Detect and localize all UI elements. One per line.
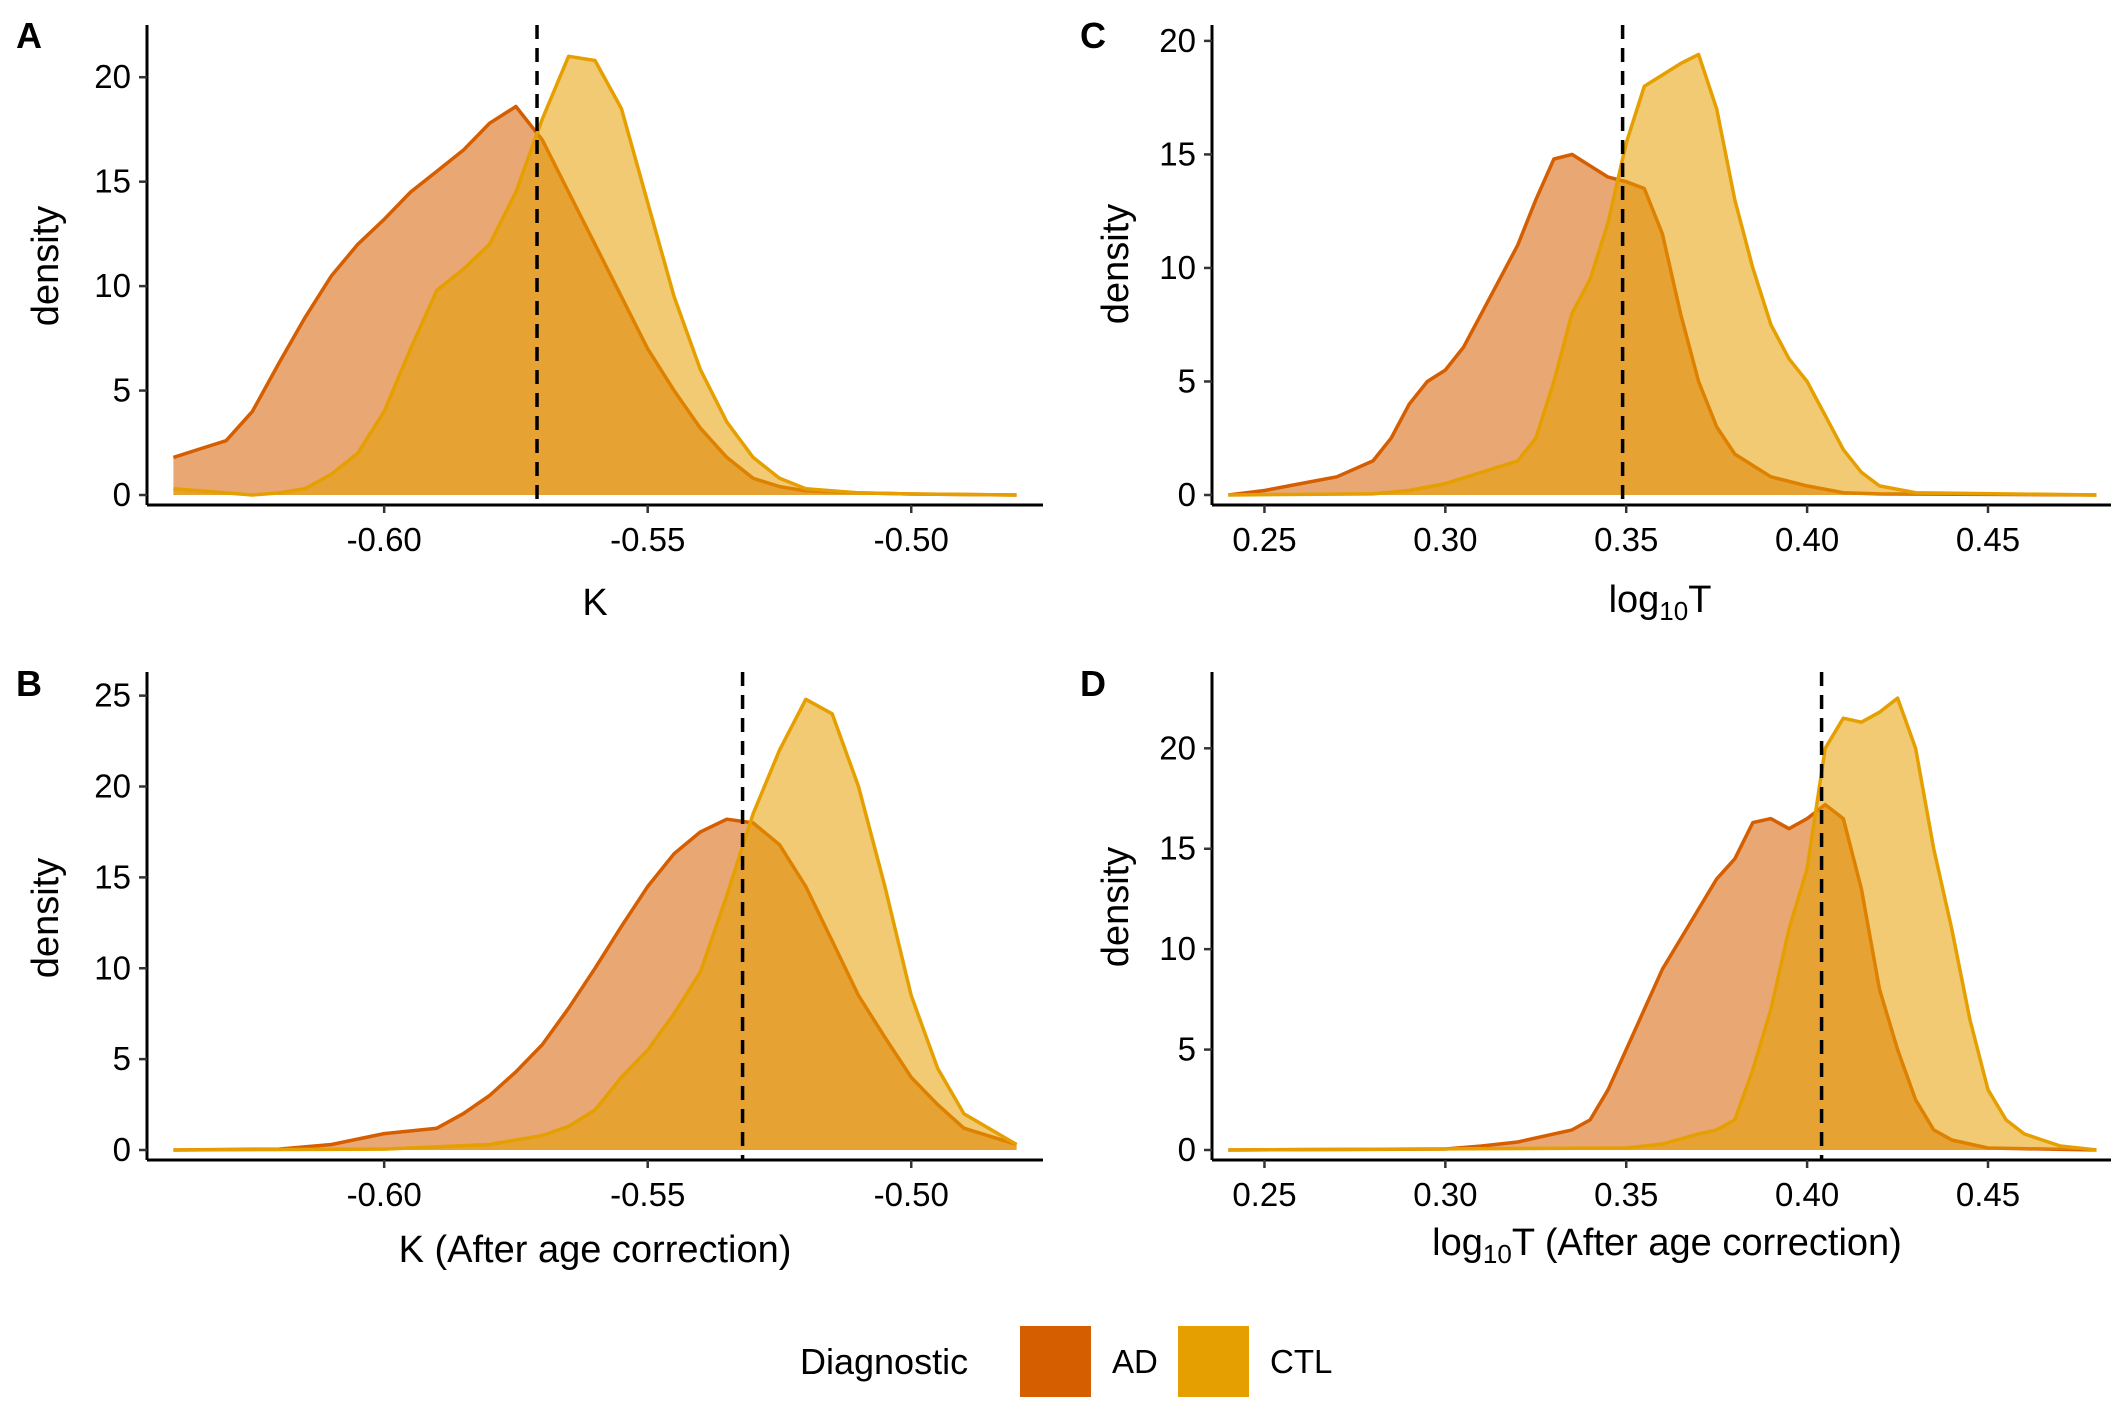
panel-d-y-tick-label: 0 (1178, 1131, 1196, 1168)
panel-d-letter: D (1080, 663, 1106, 704)
panel-c-y-axis-title: density (1095, 204, 1137, 324)
panel-c-x-tick-label: 0.45 (1956, 521, 2020, 558)
log-base-subscript: 10 (1483, 1239, 1512, 1269)
panel-a-y-axis-title: density (25, 206, 67, 326)
log-variable: T (1688, 579, 1711, 621)
panel-c-density-ctl-area (1228, 54, 2097, 495)
panel-a: A 0 5 10 15 20 -0.60 -0.55 -0.50 K density (16, 15, 1043, 624)
panel-b-y-tick-label: 15 (94, 858, 131, 895)
log-label: log (1609, 579, 1660, 621)
panel-d-y-tick-label: 20 (1159, 729, 1196, 766)
panel-d-x-tick-label: 0.45 (1956, 1176, 2020, 1213)
log-base-subscript: 10 (1659, 596, 1688, 626)
panel-a-x-tick-label: -0.60 (347, 521, 422, 558)
panel-d-density-ctl-area (1228, 698, 2097, 1150)
panel-d-density-ctl-line (1228, 696, 2097, 1152)
panel-b: B 0 5 10 15 20 25 -0.60 -0.55 -0.50 K (After age… (16, 663, 1043, 1271)
panel-c-x-axis-title: log10T (1609, 579, 1712, 626)
panel-b-density-ctl-area (173, 699, 1017, 1150)
panel-c-y-tick-label: 0 (1178, 476, 1196, 513)
panel-c-x-tick-label: 0.25 (1232, 521, 1296, 558)
panel-a-x-tick-label: -0.55 (610, 521, 685, 558)
panel-d-x-tick-label: 0.40 (1775, 1176, 1839, 1213)
panel-a-density-ctl-line (173, 54, 1017, 497)
panel-d-x-tick-label: 0.25 (1232, 1176, 1296, 1213)
panel-a-x-axis-title: K (582, 582, 607, 624)
panel-b-x-axis-title: K (After age correction) (399, 1229, 792, 1271)
legend: Diagnostic AD CTL (800, 1326, 1332, 1397)
legend-swatch-ctl (1178, 1326, 1249, 1397)
panel-c-x-tick-label: 0.40 (1775, 521, 1839, 558)
panel-a-y-tick-label: 5 (113, 372, 131, 409)
panel-d-x-axis-title: log10T (After age correction) (1432, 1222, 1902, 1269)
panel-b-y-tick-label: 5 (113, 1040, 131, 1077)
panel-c-y-tick-label: 15 (1159, 135, 1196, 172)
panel-c-y-tick-label: 10 (1159, 249, 1196, 286)
panel-a-y-tick-label: 0 (113, 476, 131, 513)
panel-d-x-tick-label: 0.30 (1413, 1176, 1477, 1213)
legend-swatch-ad (1020, 1326, 1091, 1397)
panel-d-y-axis-title: density (1095, 847, 1137, 967)
panel-a-letter: A (16, 15, 42, 56)
panel-c-x-tick-label: 0.35 (1594, 521, 1658, 558)
panel-d-y-tick-label: 15 (1159, 830, 1196, 867)
panel-a-y-tick-label: 20 (94, 58, 131, 95)
panel-a-density-ctl-area (173, 56, 1017, 496)
panel-b-y-tick-label: 0 (113, 1131, 131, 1168)
panel-b-y-tick-label: 10 (94, 949, 131, 986)
log-variable-after-correction: T (After age correction) (1512, 1222, 1902, 1264)
panel-b-x-tick-label: -0.60 (347, 1176, 422, 1213)
panel-b-x-tick-label: -0.55 (610, 1176, 685, 1213)
panel-c-x-tick-label: 0.30 (1413, 521, 1477, 558)
panel-c-y-tick-label: 20 (1159, 22, 1196, 59)
legend-title: Diagnostic (800, 1341, 968, 1382)
panel-b-y-axis-title: density (25, 858, 67, 978)
panel-d-y-tick-label: 10 (1159, 930, 1196, 967)
panel-b-y-tick-label: 20 (94, 768, 131, 805)
panel-d-y-tick-label: 5 (1178, 1031, 1196, 1068)
panel-b-density-ctl-line (173, 697, 1018, 1152)
panel-a-y-tick-label: 15 (94, 163, 131, 200)
panel-b-letter: B (16, 663, 42, 704)
legend-label-ad: AD (1112, 1343, 1158, 1380)
panel-c-letter: C (1080, 15, 1106, 56)
panel-b-y-tick-label: 25 (94, 677, 131, 714)
panel-a-y-tick-label: 10 (94, 267, 131, 304)
panel-c-density-ctl-line (1228, 52, 2097, 497)
panel-d-x-tick-label: 0.35 (1594, 1176, 1658, 1213)
panel-a-x-tick-label: -0.50 (874, 521, 949, 558)
panel-b-x-tick-label: -0.50 (874, 1176, 949, 1213)
panel-c-y-tick-label: 5 (1178, 362, 1196, 399)
legend-label-ctl: CTL (1270, 1343, 1332, 1380)
log-label: log (1432, 1222, 1483, 1264)
